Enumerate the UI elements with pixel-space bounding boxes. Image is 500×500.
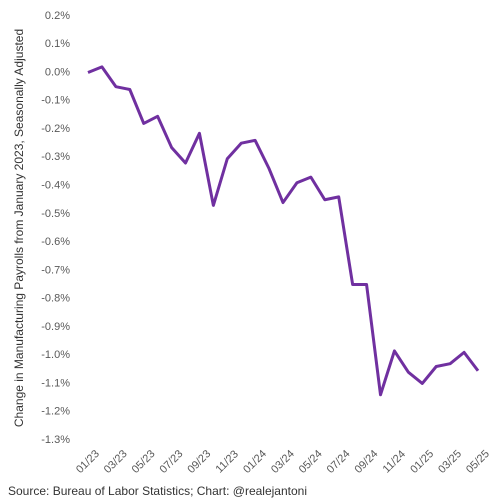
x-tick-label: 05/25: [464, 448, 492, 476]
x-tick-label: 01/23: [74, 448, 102, 476]
y-tick-label: -0.2%: [41, 123, 70, 135]
x-tick-label: 11/24: [381, 448, 408, 475]
x-tick-label: 03/23: [102, 448, 130, 476]
y-tick-label: -0.7%: [41, 264, 70, 276]
y-tick-label: -0.1%: [41, 95, 70, 107]
y-axis-label: Change in Manufacturing Payrolls from Ja…: [12, 29, 26, 427]
x-tick-label: 01/24: [241, 448, 269, 476]
y-tick-label: -1.3%: [41, 434, 70, 446]
y-tick-label: -1.1%: [41, 377, 70, 389]
x-tick-label: 11/23: [214, 448, 241, 475]
line: [87, 65, 480, 397]
y-tick-label: 0.1%: [45, 38, 70, 50]
y-tick-label: -0.9%: [41, 321, 70, 333]
x-tick-label: 09/23: [185, 448, 213, 476]
x-tick-label: 05/23: [130, 448, 158, 476]
y-tick-label: -1.2%: [41, 406, 70, 418]
y-tick-label: 0.0%: [45, 66, 70, 78]
x-tick-label: 05/24: [297, 448, 325, 476]
y-tick-label: -0.3%: [41, 151, 70, 163]
x-tick-label: 07/24: [325, 448, 353, 476]
x-tick-label: 03/24: [269, 448, 297, 476]
y-tick-label: -0.6%: [41, 236, 70, 248]
y-tick-label: -1.0%: [41, 349, 70, 361]
x-tick-label: 07/23: [158, 448, 186, 476]
y-tick-label: -0.8%: [41, 293, 70, 305]
y-tick-label: -0.4%: [41, 180, 70, 192]
x-tick-label: 03/25: [436, 448, 464, 476]
y-tick-label: -0.5%: [41, 208, 70, 220]
y-tick-label: 0.2%: [45, 10, 70, 22]
x-tick-label: 01/25: [408, 448, 436, 476]
source: Source: Bureau of Labor Statistics; Char…: [8, 484, 307, 498]
x-tick-label: 09/24: [353, 448, 381, 476]
